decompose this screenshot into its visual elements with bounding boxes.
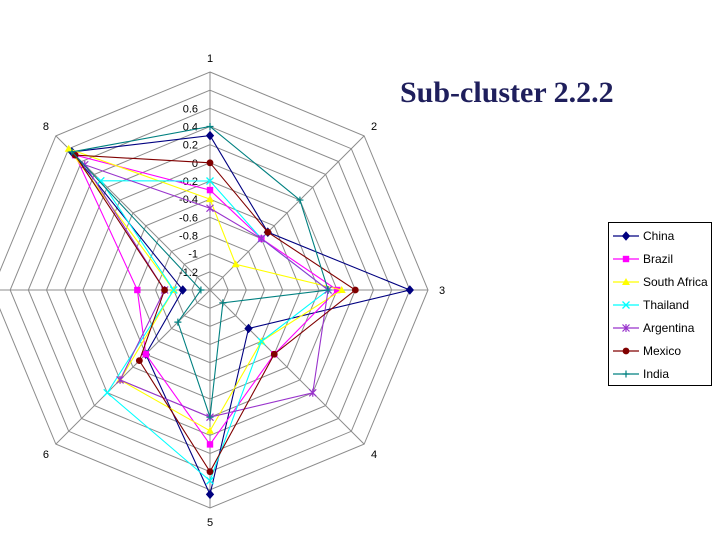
data-point bbox=[622, 301, 630, 309]
axis-label: 6 bbox=[43, 449, 49, 461]
radial-tick-label: -0.8 bbox=[179, 231, 198, 243]
data-point bbox=[308, 388, 317, 397]
radial-tick-labels: 0.6 0.4 0.2 0 -0.2 -0.4 -0.6 -0.8 -1 -1.2 bbox=[179, 103, 198, 279]
data-point bbox=[206, 177, 214, 185]
data-point bbox=[135, 357, 143, 365]
axis-label: 1 bbox=[207, 53, 213, 65]
series-mexico bbox=[71, 151, 359, 476]
radial-tick-label: 0.2 bbox=[183, 140, 198, 152]
radial-tick-label: -0.4 bbox=[179, 194, 198, 206]
data-point bbox=[296, 196, 304, 204]
legend-label: India bbox=[643, 367, 670, 381]
data-point bbox=[206, 123, 214, 130]
legend-swatch bbox=[613, 231, 639, 241]
data-point bbox=[116, 375, 125, 384]
legend-swatch bbox=[613, 347, 639, 355]
data-point bbox=[64, 144, 73, 152]
legend-item: Thailand bbox=[609, 295, 713, 315]
axis-label: 4 bbox=[371, 449, 377, 461]
legend-label: Mexico bbox=[643, 344, 682, 358]
legend-label: Thailand bbox=[643, 298, 690, 312]
data-point bbox=[622, 347, 630, 355]
data-point bbox=[621, 231, 631, 241]
data-point bbox=[231, 260, 240, 268]
data-point bbox=[174, 318, 182, 326]
radial-tick-label: 0.4 bbox=[183, 122, 198, 134]
radial-tick-label: -1 bbox=[188, 249, 198, 261]
data-point bbox=[206, 441, 214, 448]
legend-label: South Africa bbox=[643, 275, 708, 289]
radial-tick-label: 0 bbox=[192, 158, 198, 170]
legend-swatch bbox=[613, 324, 639, 332]
legend-swatch bbox=[613, 255, 639, 263]
axis-label: 2 bbox=[371, 121, 377, 133]
data-point bbox=[206, 468, 214, 476]
data-point bbox=[169, 286, 178, 294]
slide-title: Sub-cluster 2.2.2 bbox=[400, 76, 614, 109]
legend-item: Mexico bbox=[609, 341, 713, 361]
series-line bbox=[99, 180, 329, 482]
legend-swatch bbox=[613, 278, 639, 285]
data-point bbox=[264, 228, 272, 236]
series-china bbox=[67, 130, 414, 500]
series-india bbox=[68, 123, 332, 421]
data-point bbox=[206, 186, 214, 194]
data-point bbox=[257, 234, 266, 243]
legend-label: Brazil bbox=[643, 252, 674, 266]
radial-tick-label: -0.2 bbox=[179, 176, 198, 188]
data-point bbox=[206, 204, 214, 213]
data-point bbox=[205, 130, 215, 141]
data-point bbox=[206, 195, 214, 203]
radial-tick-label: 0.6 bbox=[183, 103, 198, 115]
axis-label: 8 bbox=[43, 121, 49, 133]
data-point bbox=[68, 148, 76, 156]
series-brazil bbox=[71, 151, 341, 448]
data-point bbox=[622, 278, 630, 285]
data-point bbox=[622, 370, 630, 378]
data-point bbox=[324, 286, 332, 294]
radar-grid bbox=[0, 71, 429, 509]
data-point bbox=[103, 388, 112, 397]
data-point bbox=[405, 285, 414, 295]
data-point bbox=[206, 426, 214, 434]
data-point bbox=[244, 323, 253, 334]
legend-item: Brazil bbox=[609, 249, 713, 269]
axis-spoke bbox=[55, 289, 211, 445]
data-point bbox=[134, 286, 141, 294]
data-point bbox=[622, 324, 630, 332]
data-point bbox=[270, 350, 278, 358]
data-point bbox=[622, 255, 630, 263]
data-point bbox=[142, 351, 149, 358]
data-point bbox=[161, 286, 168, 294]
radial-tick-label: -1.2 bbox=[179, 267, 198, 279]
data-point bbox=[351, 286, 359, 294]
data-point bbox=[197, 286, 205, 294]
radial-tick-label: -0.6 bbox=[179, 212, 198, 224]
data-point bbox=[337, 286, 346, 293]
legend-label: Argentina bbox=[643, 321, 695, 335]
data-point bbox=[219, 299, 227, 307]
series-line bbox=[70, 125, 329, 418]
axis-labels: 12345678 bbox=[43, 53, 445, 529]
legend-swatch bbox=[613, 301, 639, 309]
data-point bbox=[206, 159, 214, 167]
data-point bbox=[96, 176, 105, 185]
data-point bbox=[206, 476, 214, 485]
chart-legend: China Brazil South Africa Thailand Argentina… bbox=[608, 222, 712, 386]
data-point bbox=[206, 413, 214, 421]
data-point bbox=[178, 285, 187, 295]
axis-label: 5 bbox=[207, 517, 213, 529]
legend-label: China bbox=[643, 229, 675, 243]
data-point bbox=[333, 286, 341, 294]
legend-item: Argentina bbox=[609, 318, 713, 338]
legend-item: India bbox=[609, 364, 713, 384]
legend-item: China bbox=[609, 226, 713, 246]
legend-item: South Africa bbox=[609, 272, 713, 292]
data-point bbox=[257, 337, 266, 346]
data-point bbox=[205, 489, 215, 500]
axis-label: 3 bbox=[439, 285, 445, 297]
legend-swatch bbox=[613, 370, 639, 378]
axis-spoke bbox=[209, 289, 365, 445]
